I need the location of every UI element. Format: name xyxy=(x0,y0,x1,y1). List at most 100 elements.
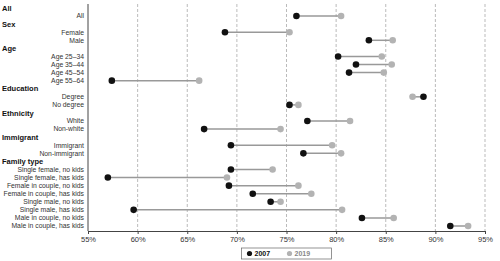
connector xyxy=(307,120,350,122)
dot xyxy=(409,94,416,101)
dot xyxy=(380,69,387,76)
category-label: Age 35–44 xyxy=(51,61,84,69)
tick-mark xyxy=(88,231,89,234)
dot xyxy=(366,37,373,44)
connector xyxy=(362,217,394,219)
tick: 85% xyxy=(379,231,394,244)
tick-mark xyxy=(287,231,288,234)
dot xyxy=(339,207,346,214)
tick-label: 75% xyxy=(279,235,294,244)
category-label: Age 55–64 xyxy=(51,77,84,85)
x-axis: 55%60%65%70%75%80%85%90%95% xyxy=(81,231,493,244)
connector xyxy=(356,64,392,66)
dot xyxy=(295,102,302,109)
dot xyxy=(308,190,315,197)
tick: 75% xyxy=(279,231,294,244)
category-label: Male in couple, no kids xyxy=(15,214,85,222)
legend-marker xyxy=(287,251,292,256)
dot xyxy=(228,166,235,173)
connector xyxy=(231,145,332,147)
connector xyxy=(225,31,290,33)
group-header: Education xyxy=(2,84,39,93)
dot xyxy=(346,69,353,76)
grid-line xyxy=(187,4,188,231)
group-header: Family type xyxy=(2,157,43,166)
dot xyxy=(335,53,342,60)
tick-label: 90% xyxy=(428,235,443,244)
dot xyxy=(286,102,293,109)
dot xyxy=(286,29,293,36)
category-label: Single female, has kids xyxy=(14,174,84,182)
dot xyxy=(130,207,137,214)
dot xyxy=(267,198,274,205)
category-label: Single male, no kids xyxy=(23,198,84,206)
category-label: Age 45–54 xyxy=(51,69,84,77)
connector xyxy=(296,15,341,17)
dot xyxy=(465,223,472,230)
group-header: Age xyxy=(2,44,16,53)
tick: 55% xyxy=(81,231,96,244)
grid-line xyxy=(137,4,138,231)
group-header: All xyxy=(2,4,12,13)
connector xyxy=(349,72,384,74)
grid xyxy=(88,4,485,231)
dot xyxy=(277,126,284,133)
tick-mark xyxy=(386,231,387,234)
grid-line xyxy=(485,4,486,231)
grid-line xyxy=(336,4,337,231)
legend: 20072019 xyxy=(242,248,332,259)
dot xyxy=(388,61,395,68)
grid-line xyxy=(385,4,386,231)
dot xyxy=(329,142,336,149)
dot xyxy=(228,142,235,149)
tick: 60% xyxy=(131,231,146,244)
dot xyxy=(300,150,307,157)
dot xyxy=(269,166,276,173)
connector xyxy=(303,153,341,155)
connector xyxy=(134,209,342,211)
dot xyxy=(389,37,396,44)
dot xyxy=(196,77,203,84)
connector xyxy=(229,185,298,187)
category-label: All xyxy=(76,12,84,19)
tick: 65% xyxy=(180,231,195,244)
tick-label: 60% xyxy=(131,235,146,244)
grid-line xyxy=(236,4,237,231)
dot xyxy=(447,223,454,230)
tick-mark xyxy=(138,231,139,234)
tick-mark xyxy=(187,231,188,234)
chart: 55%60%65%70%75%80%85%90%95%AllAllSexFema… xyxy=(0,0,500,261)
tick: 80% xyxy=(329,231,344,244)
category-label: Degree xyxy=(62,93,85,101)
tick-mark xyxy=(485,231,486,234)
dot xyxy=(420,94,427,101)
dot xyxy=(226,182,233,189)
dot xyxy=(347,118,354,125)
connector xyxy=(204,128,280,130)
tick-label: 80% xyxy=(329,235,344,244)
legend-box xyxy=(242,248,332,259)
grid-line xyxy=(88,4,89,231)
dot xyxy=(249,190,256,197)
category-label: Immigrant xyxy=(54,142,84,150)
category-label: White xyxy=(67,117,85,124)
category-label: No degree xyxy=(52,101,84,109)
dot xyxy=(105,174,112,181)
category-label: Female xyxy=(61,29,84,36)
marks xyxy=(105,13,472,230)
category-label: Male xyxy=(69,37,84,44)
dot xyxy=(338,13,345,20)
tick-label: 95% xyxy=(478,235,493,244)
grid-line xyxy=(286,4,287,231)
tick: 95% xyxy=(478,231,493,244)
legend-marker xyxy=(247,251,252,256)
category-label: Non-immigrant xyxy=(39,150,84,158)
dot xyxy=(353,61,360,68)
category-label: Female in couple, no kids xyxy=(7,182,85,190)
dot xyxy=(201,126,208,133)
tick: 90% xyxy=(428,231,443,244)
dot xyxy=(222,29,229,36)
dot xyxy=(359,215,366,222)
connector xyxy=(231,169,273,171)
connector xyxy=(253,193,312,195)
